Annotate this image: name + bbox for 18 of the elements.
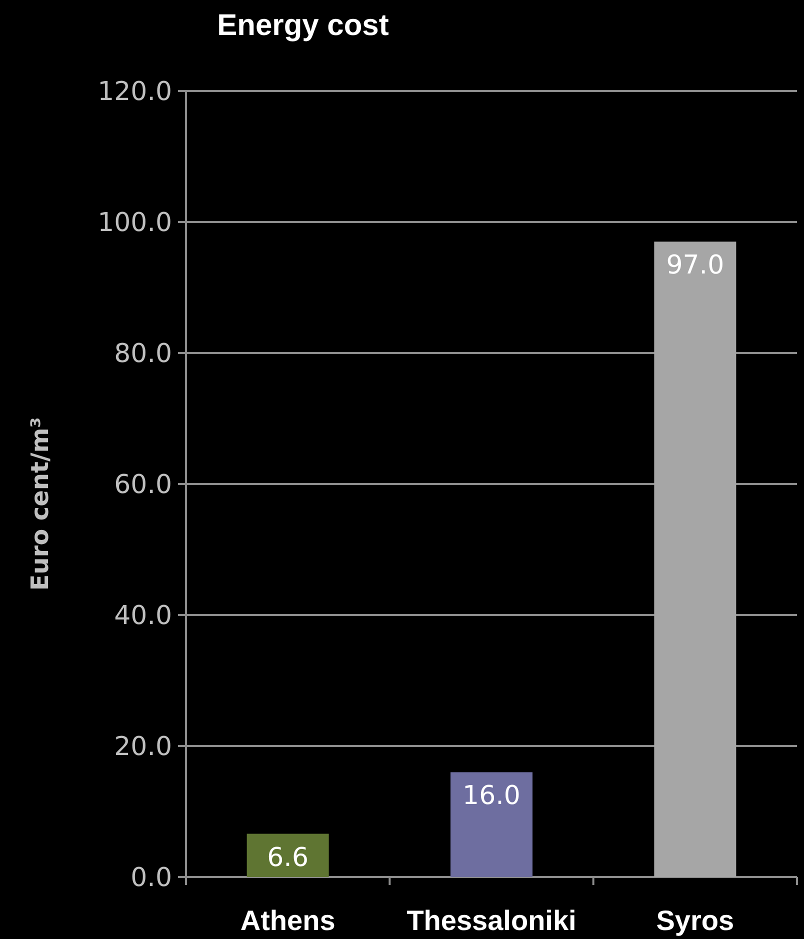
- data-label: 6.6: [267, 842, 309, 873]
- data-label: 97.0: [666, 250, 724, 281]
- bar: [246, 834, 329, 877]
- bar: [450, 772, 532, 877]
- y-axis-title: Euro cent/m³: [26, 417, 54, 591]
- y-tick-label: 0.0: [130, 863, 172, 894]
- y-tick-label: 20.0: [114, 732, 172, 762]
- chart-title: Energy cost: [217, 9, 389, 42]
- x-tick-label: Athens: [240, 905, 336, 936]
- data-label: 16.0: [462, 781, 520, 812]
- y-tick-label: 40.0: [114, 601, 172, 632]
- y-tick-label: 60.0: [114, 470, 172, 500]
- y-tick-label: 80.0: [114, 339, 172, 370]
- y-tick-label: 100.0: [98, 208, 172, 238]
- y-tick-label: 120.0: [98, 77, 172, 108]
- bar: [654, 242, 736, 877]
- x-tick-label: Thessaloniki: [406, 905, 576, 936]
- x-tick-label: Syros: [656, 905, 734, 936]
